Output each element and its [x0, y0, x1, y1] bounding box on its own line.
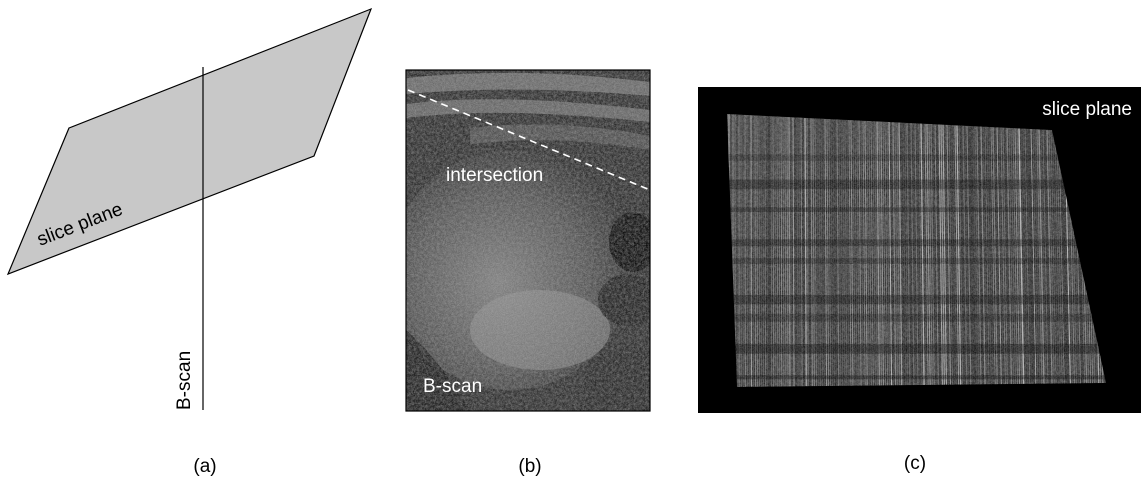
caption-a: (a): [193, 456, 216, 477]
slice-plane-label-c: slice plane: [1042, 99, 1132, 120]
panel-b: intersection B-scan (b): [405, 69, 651, 477]
ultrasound-image: [406, 70, 650, 411]
slice-plane-shape: [6, 7, 373, 276]
caption-c: (c): [904, 453, 926, 474]
intersection-label: intersection: [446, 165, 543, 186]
b-scan-label-b: B-scan: [423, 376, 482, 397]
slice-plane-reconstruction: [727, 114, 1106, 387]
panel-a: slice plane B-scan (a): [6, 7, 373, 477]
caption-b: (b): [518, 456, 541, 477]
intersection-line: [407, 89, 650, 191]
panel-c: slice plane (c): [698, 87, 1141, 474]
b-scan-label-a: B-scan: [174, 351, 195, 410]
